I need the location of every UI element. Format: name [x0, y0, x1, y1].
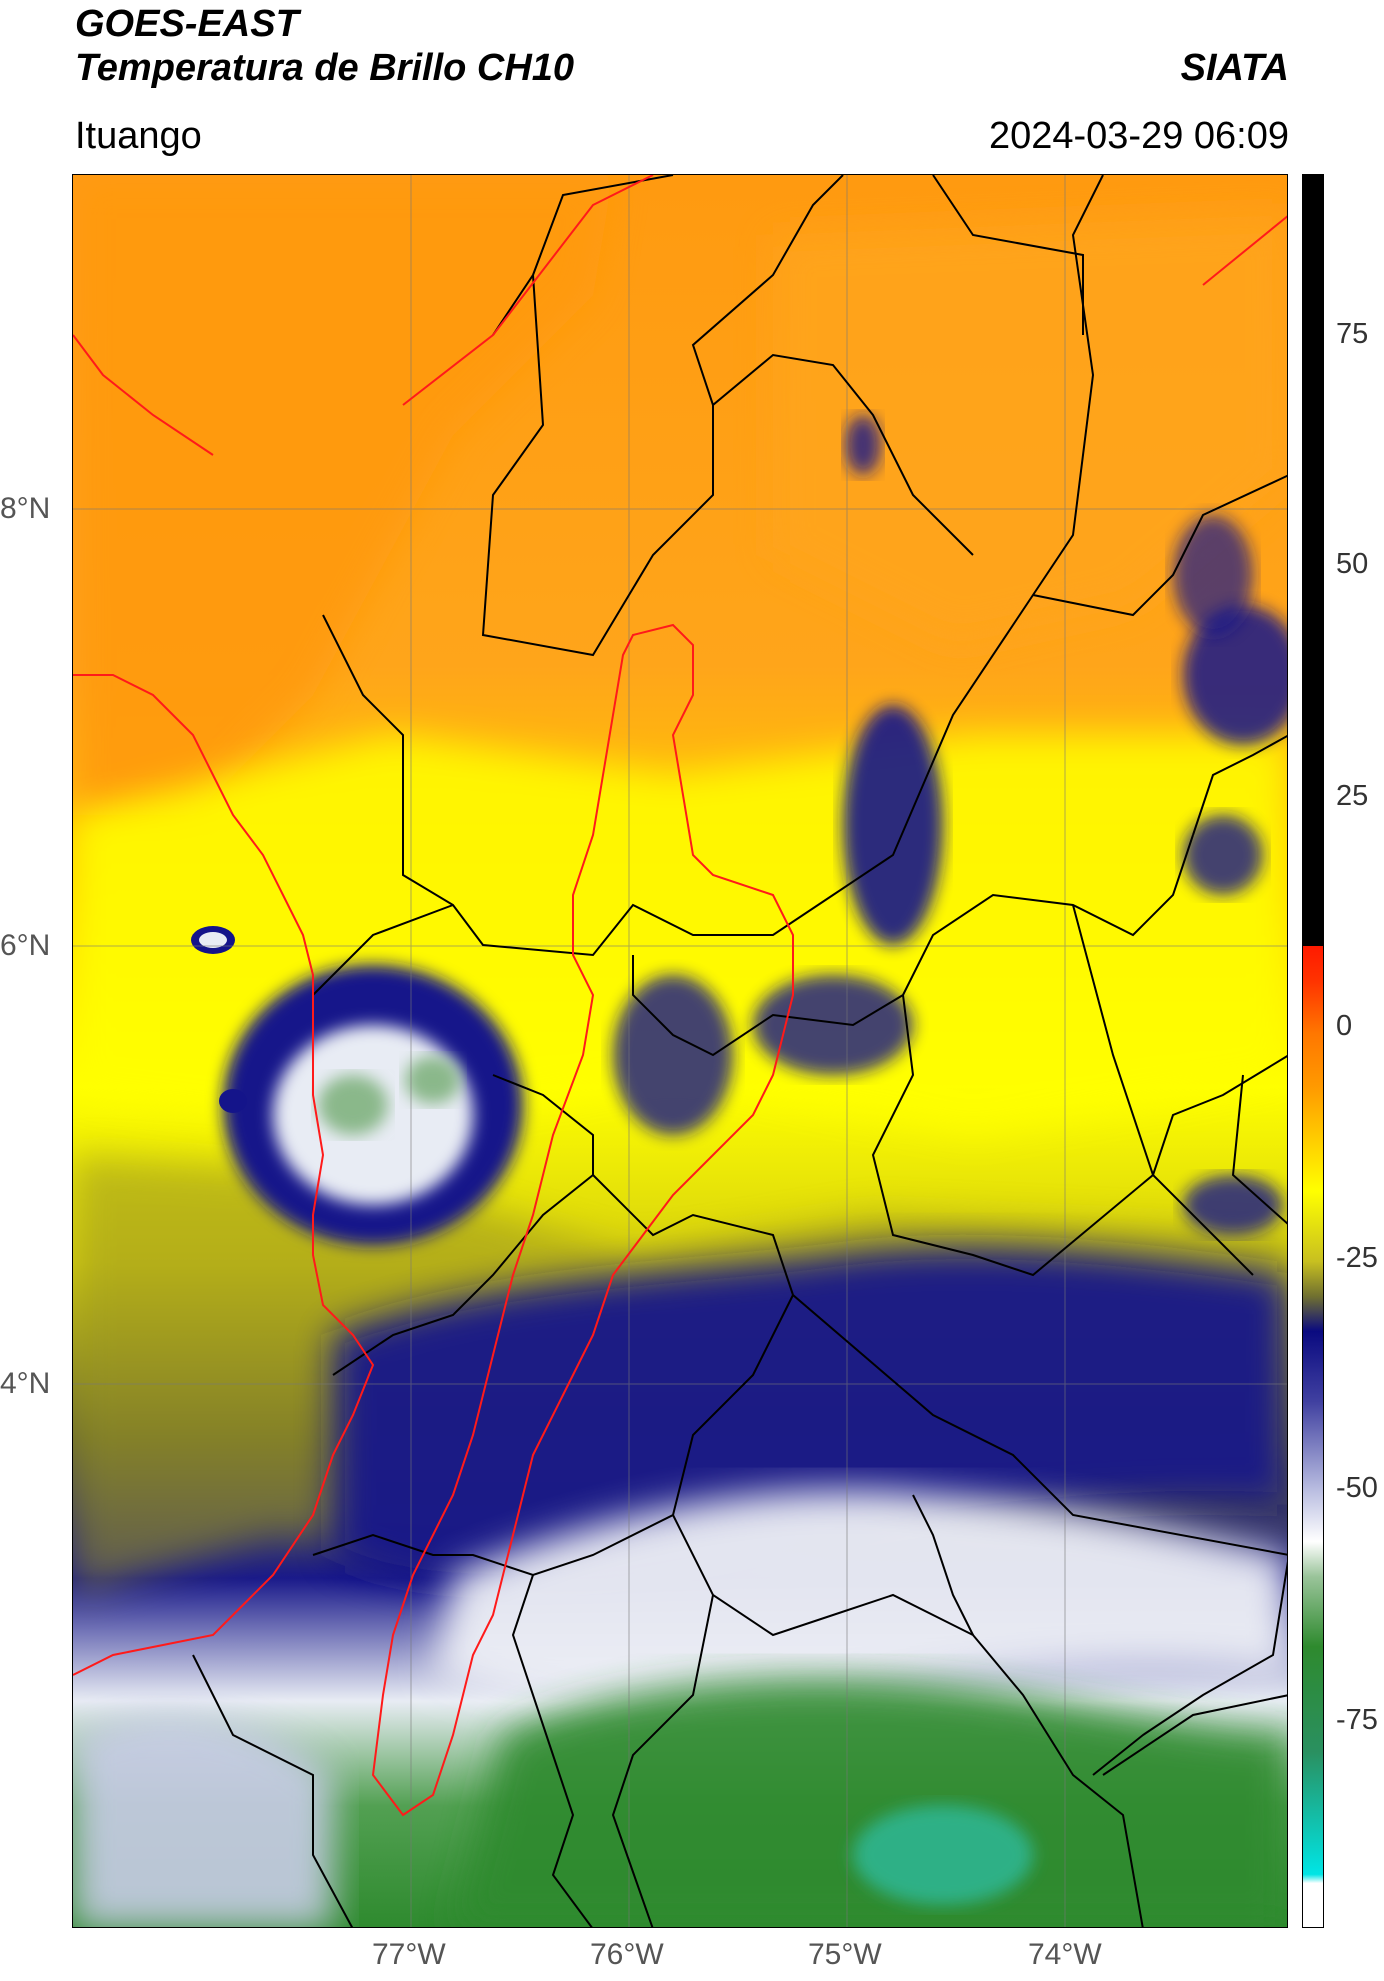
- green-south: [453, 1678, 1287, 1927]
- colorbar-tick: 50: [1336, 548, 1369, 580]
- lat-tick-label: 6°N: [0, 929, 51, 962]
- warm-area-nw: [73, 175, 613, 815]
- colorbar-tick: -50: [1336, 1472, 1378, 1504]
- agency-label: SIATA: [1180, 47, 1289, 89]
- graticule: [73, 175, 1287, 1927]
- lat-tick-label: 8°N: [0, 492, 51, 525]
- lon-tick-label: 74°W: [1028, 1938, 1102, 1971]
- lon-tick-label: 77°W: [372, 1938, 446, 1971]
- region-label: Ituango: [75, 115, 202, 157]
- lat-tick-label: 4°N: [0, 1367, 51, 1400]
- lon-tick-label: 76°W: [590, 1938, 664, 1971]
- colorbar-tick: 75: [1336, 318, 1369, 350]
- sw-cloud: [73, 1714, 333, 1927]
- warm-area-ne: [773, 215, 1287, 645]
- datetime-label: 2024-03-29 06:09: [988, 115, 1289, 157]
- colorbar-tick: -25: [1336, 1242, 1378, 1274]
- map-field: [73, 175, 1287, 1927]
- cell-central-north: [843, 705, 943, 945]
- colorbar-tick: 0: [1336, 1010, 1353, 1042]
- satellite-title: GOES-EAST: [75, 3, 299, 45]
- department-borders: [192, 175, 1287, 1927]
- colorbar-tick: 25: [1336, 780, 1369, 812]
- cold-band-navy: [333, 1246, 1287, 1587]
- lon-tick-label: 75°W: [808, 1938, 882, 1971]
- convective-cell-green: [318, 1075, 388, 1135]
- basin-outline: [73, 175, 1287, 1817]
- colorbar: [1302, 174, 1324, 1928]
- colorbar-tick: -75: [1336, 1704, 1378, 1736]
- product-title: Temperatura de Brillo CH10: [75, 47, 575, 89]
- cold-band-white: [433, 1489, 1287, 1709]
- cyan-pocket: [853, 1805, 1033, 1905]
- brightness-temperature-map: [72, 174, 1288, 1928]
